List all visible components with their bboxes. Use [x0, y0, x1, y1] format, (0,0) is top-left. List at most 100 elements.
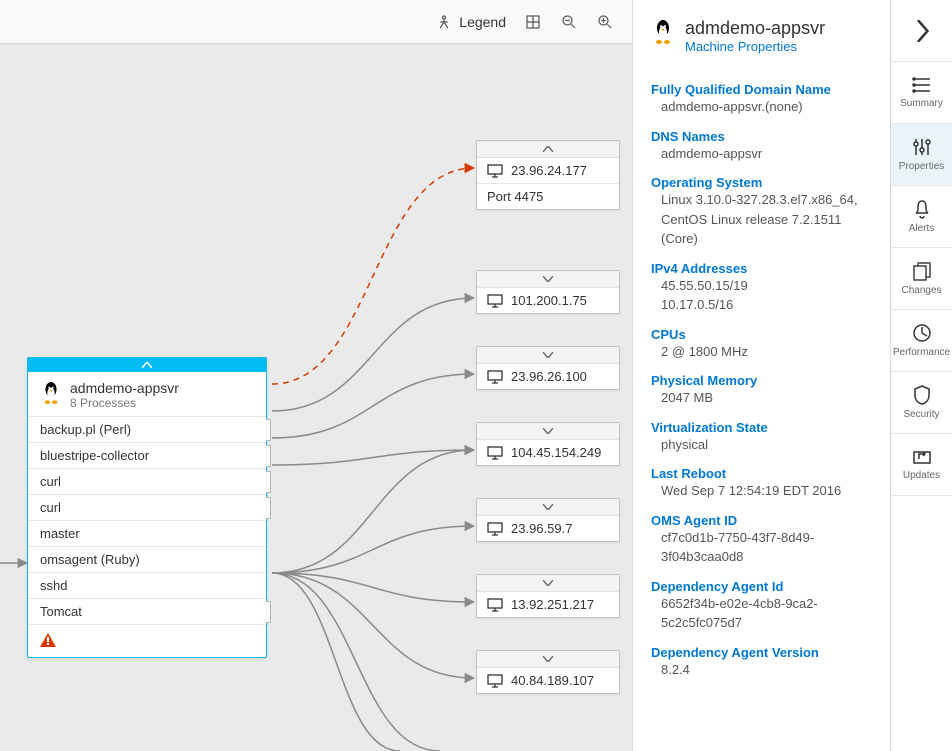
legend-icon	[435, 13, 453, 31]
node-collapse-toggle[interactable]	[28, 358, 266, 372]
property-label: Fully Qualified Domain Name	[651, 82, 872, 97]
rail-tab-changes[interactable]: Changes	[891, 248, 952, 310]
process-item[interactable]: curl	[28, 468, 266, 494]
process-item[interactable]: bluestripe-collector	[28, 442, 266, 468]
target-toggle[interactable]	[477, 141, 619, 158]
process-item[interactable]: curl	[28, 494, 266, 520]
target-ip: 23.96.59.7	[511, 521, 572, 536]
property-label: Dependency Agent Version	[651, 645, 872, 660]
panel-subtitle: Machine Properties	[685, 39, 825, 54]
property-value: 45.55.50.15/19	[651, 276, 872, 296]
target-toggle[interactable]	[477, 651, 619, 668]
target-ip: 23.96.26.100	[511, 369, 587, 384]
process-port-stub	[266, 497, 271, 519]
target-toggle[interactable]	[477, 423, 619, 440]
target-node[interactable]: 40.84.189.107	[476, 650, 620, 694]
target-ip: 101.200.1.75	[511, 293, 587, 308]
monitor-icon	[487, 598, 503, 612]
panel-title: admdemo-appsvr	[685, 18, 825, 39]
target-node[interactable]: 13.92.251.217	[476, 574, 620, 618]
zoom-in-icon	[596, 13, 614, 31]
property-label: Last Reboot	[651, 466, 872, 481]
rail-icon	[912, 137, 932, 157]
process-item[interactable]: omsagent (Ruby)	[28, 546, 266, 572]
property-label: CPUs	[651, 327, 872, 342]
property-value: 2047 MB	[651, 388, 872, 408]
property-value: Wed Sep 7 12:54:19 EDT 2016	[651, 481, 872, 501]
property-label: IPv4 Addresses	[651, 261, 872, 276]
property-value: physical	[651, 435, 872, 455]
property-value: 2 @ 1800 MHz	[651, 342, 872, 362]
legend-button[interactable]: Legend	[435, 13, 506, 31]
node-title: admdemo-appsvr	[70, 380, 179, 396]
property-label: Dependency Agent Id	[651, 579, 872, 594]
rail-icon	[912, 448, 932, 466]
rail-tab-updates[interactable]: Updates	[891, 434, 952, 496]
machine-node[interactable]: admdemo-appsvr 8 Processes backup.pl (Pe…	[27, 357, 267, 658]
rail-label: Changes	[901, 285, 941, 296]
property-label: OMS Agent ID	[651, 513, 872, 528]
property-value: 6652f34b-e02e-4cb8-9ca2-5c2c5fc075d7	[651, 594, 872, 633]
zoom-in-button[interactable]	[596, 13, 614, 31]
zoom-out-icon	[560, 13, 578, 31]
map-canvas[interactable]: admdemo-appsvr 8 Processes backup.pl (Pe…	[0, 44, 632, 751]
target-node[interactable]: 104.45.154.249	[476, 422, 620, 466]
process-port-stub	[266, 601, 271, 623]
rail-icon	[913, 199, 931, 219]
linux-icon	[651, 18, 675, 46]
node-warning-icon[interactable]	[28, 625, 266, 657]
process-port-stub	[266, 471, 271, 493]
property-value: admdemo-appsvr	[651, 144, 872, 164]
process-port-stub	[266, 419, 271, 441]
rail-icon	[913, 385, 931, 405]
property-label: Operating System	[651, 175, 872, 190]
target-node[interactable]: 23.96.26.100	[476, 346, 620, 390]
process-item[interactable]: sshd	[28, 572, 266, 598]
rail-label: Properties	[899, 161, 945, 172]
rail-icon	[912, 76, 932, 94]
rail-label: Security	[903, 409, 939, 420]
target-ip: 13.92.251.217	[511, 597, 594, 612]
rail-tab-alerts[interactable]: Alerts	[891, 186, 952, 248]
property-label: Virtualization State	[651, 420, 872, 435]
process-item[interactable]: Tomcat	[28, 598, 266, 625]
monitor-icon	[487, 294, 503, 308]
target-toggle[interactable]	[477, 347, 619, 364]
fit-button[interactable]	[524, 13, 542, 31]
target-node[interactable]: 23.96.59.7	[476, 498, 620, 542]
property-label: Physical Memory	[651, 373, 872, 388]
rail-expand-button[interactable]	[891, 0, 952, 62]
rail-icon	[912, 261, 932, 281]
property-value: cf7c0d1b-7750-43f7-8d49-3f04b3caa0d8	[651, 528, 872, 567]
rail-label: Alerts	[909, 223, 935, 234]
rail-tab-properties[interactable]: Properties	[891, 124, 952, 186]
side-rail: Summary Properties Alerts Changes Performanc…	[890, 0, 952, 751]
monitor-icon	[487, 164, 503, 178]
property-value: 8.2.4	[651, 660, 872, 680]
target-toggle[interactable]	[477, 499, 619, 516]
monitor-icon	[487, 522, 503, 536]
monitor-icon	[487, 446, 503, 460]
rail-label: Summary	[900, 98, 943, 109]
target-node[interactable]: 23.96.24.177 Port 4475	[476, 140, 620, 210]
rail-label: Performance	[893, 347, 950, 358]
process-port-stub	[266, 445, 271, 467]
chevron-right-icon	[915, 20, 929, 42]
rail-tab-security[interactable]: Security	[891, 372, 952, 434]
process-item[interactable]: backup.pl (Perl)	[28, 416, 266, 442]
property-value: 10.17.0.5/16	[651, 295, 872, 315]
legend-label: Legend	[459, 14, 506, 30]
zoom-out-button[interactable]	[560, 13, 578, 31]
target-ip: 40.84.189.107	[511, 673, 594, 688]
rail-icon	[912, 323, 932, 343]
target-node[interactable]: 101.200.1.75	[476, 270, 620, 314]
target-toggle[interactable]	[477, 271, 619, 288]
property-label: DNS Names	[651, 129, 872, 144]
process-item[interactable]: master	[28, 520, 266, 546]
rail-tab-summary[interactable]: Summary	[891, 62, 952, 124]
properties-panel: admdemo-appsvr Machine Properties Fully …	[632, 0, 890, 751]
rail-tab-performance[interactable]: Performance	[891, 310, 952, 372]
target-toggle[interactable]	[477, 575, 619, 592]
target-ip: 23.96.24.177	[511, 163, 587, 178]
target-port: Port 4475	[487, 189, 543, 204]
